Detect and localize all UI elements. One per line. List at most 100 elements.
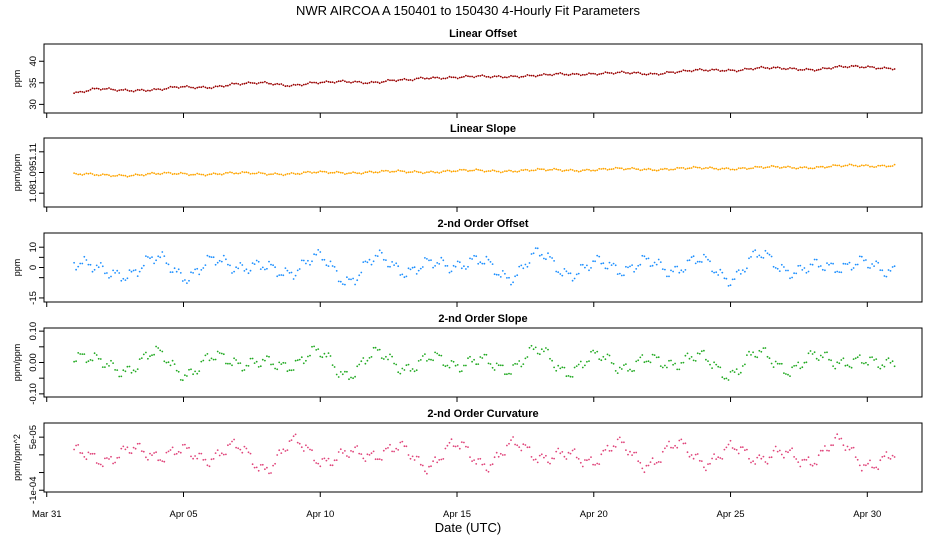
data-point	[684, 168, 687, 171]
data-point	[551, 359, 553, 362]
data-point	[321, 81, 324, 84]
data-point	[586, 264, 588, 267]
data-point	[243, 369, 246, 371]
data-point	[725, 377, 728, 380]
data-point	[543, 73, 545, 75]
data-point	[393, 362, 395, 365]
data-point	[210, 357, 213, 360]
data-point	[391, 170, 393, 173]
data-point	[696, 352, 699, 355]
data-point	[214, 85, 217, 88]
data-point	[465, 364, 467, 367]
data-point	[703, 349, 705, 352]
data-point	[473, 169, 475, 172]
data-point	[526, 356, 529, 358]
data-point	[177, 268, 180, 271]
data-point	[493, 75, 496, 77]
data-point	[247, 81, 250, 83]
data-point	[83, 91, 86, 94]
data-point	[134, 370, 137, 373]
data-point	[290, 271, 293, 274]
data-point	[659, 365, 662, 367]
data-point	[623, 441, 625, 444]
data-point	[350, 81, 352, 84]
data-point	[838, 64, 841, 67]
data-point	[659, 73, 662, 75]
data-point	[311, 345, 313, 348]
data-point	[776, 450, 779, 453]
data-point	[844, 364, 847, 367]
data-point	[253, 82, 256, 84]
data-point	[764, 249, 767, 252]
data-point	[385, 80, 387, 83]
data-point	[333, 366, 336, 368]
data-point	[417, 77, 420, 80]
data-point	[565, 458, 568, 460]
data-point	[399, 441, 402, 444]
data-point	[348, 172, 350, 175]
data-point	[776, 267, 779, 270]
data-point	[600, 168, 603, 170]
data-point	[561, 170, 564, 173]
data-point	[631, 264, 633, 266]
data-point	[456, 77, 459, 80]
data-point	[229, 362, 231, 365]
data-point	[633, 167, 635, 170]
data-point	[694, 166, 697, 169]
data-point	[520, 449, 523, 452]
data-point	[557, 72, 560, 75]
data-point	[411, 455, 414, 458]
data-point	[222, 173, 225, 175]
data-point	[87, 172, 90, 175]
data-point	[149, 452, 151, 455]
data-point	[387, 78, 389, 81]
data-point	[444, 365, 447, 368]
data-point	[110, 88, 112, 90]
data-point	[504, 373, 506, 376]
data-point	[813, 70, 816, 72]
data-point	[280, 274, 283, 276]
data-point	[608, 168, 611, 171]
data-point	[719, 366, 722, 369]
data-point	[136, 275, 139, 277]
data-point	[272, 264, 274, 267]
data-point	[222, 453, 225, 456]
data-point	[290, 84, 293, 87]
data-point	[469, 169, 471, 172]
x-tick-label: Apr 10	[306, 509, 334, 520]
data-point	[159, 459, 162, 461]
data-point	[140, 267, 143, 270]
data-point	[717, 274, 720, 276]
data-point	[138, 270, 141, 273]
data-point	[729, 168, 732, 171]
data-point	[520, 365, 523, 368]
data-point	[863, 66, 865, 69]
data-point	[647, 167, 650, 170]
data-point	[266, 267, 268, 270]
data-point	[417, 171, 420, 174]
data-point	[893, 365, 896, 368]
data-point	[352, 377, 354, 380]
data-point	[378, 171, 381, 173]
data-point	[877, 164, 880, 167]
data-point	[506, 277, 508, 279]
data-point	[809, 350, 812, 352]
data-point	[871, 165, 873, 168]
data-point	[118, 173, 121, 176]
data-point	[241, 264, 244, 266]
data-point	[91, 359, 94, 362]
data-point	[151, 89, 153, 91]
data-point	[421, 266, 424, 268]
data-point	[385, 447, 387, 450]
data-point	[729, 371, 732, 373]
data-point	[783, 266, 785, 268]
data-point	[501, 171, 504, 173]
data-point	[573, 366, 576, 369]
data-point	[821, 67, 824, 69]
data-point	[551, 457, 553, 460]
data-point	[225, 84, 227, 87]
data-point	[590, 350, 592, 353]
data-point	[319, 81, 322, 84]
data-point	[335, 170, 338, 173]
data-point	[403, 170, 406, 173]
